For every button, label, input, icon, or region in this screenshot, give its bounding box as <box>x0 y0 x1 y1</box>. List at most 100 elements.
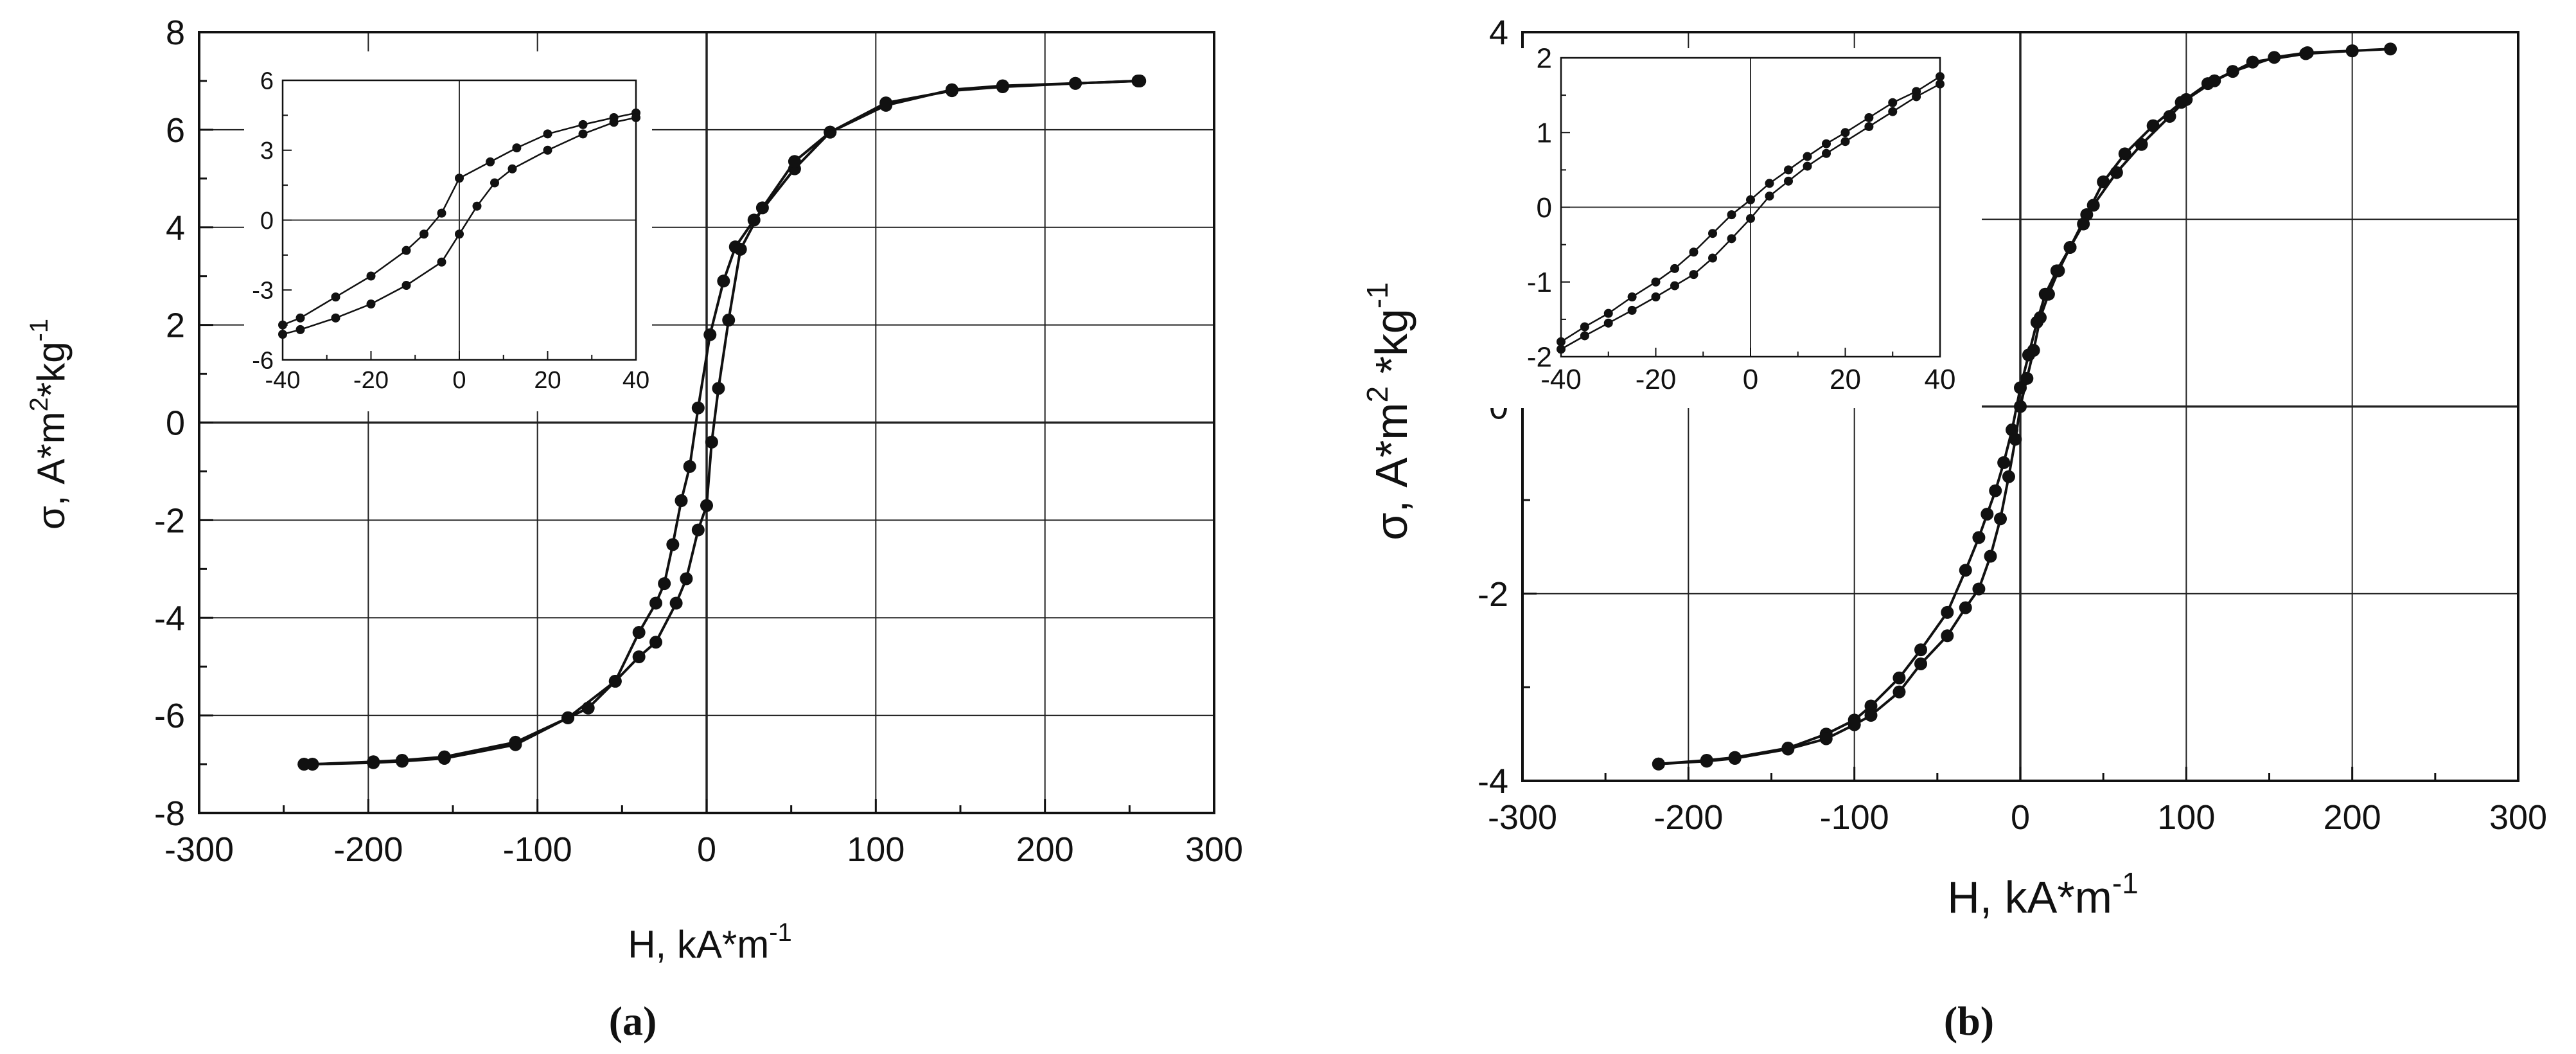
data-point <box>2246 55 2259 69</box>
inset-data-point <box>1627 305 1637 315</box>
y-tick-label: -2 <box>154 501 185 540</box>
inset-data-point <box>401 281 411 290</box>
chart-a-series <box>297 74 1147 771</box>
inset-data-point <box>419 229 428 239</box>
inset-data-point <box>1689 247 1698 257</box>
data-point <box>396 755 409 768</box>
x-tick-label: -200 <box>1654 798 1723 837</box>
inset-data-point <box>366 299 376 308</box>
data-point <box>1972 531 1986 544</box>
chart-a-ylabel-text: σ, A*m <box>30 411 73 530</box>
data-point <box>2163 110 2176 123</box>
chart-a-xlabel-text: H, kA*m <box>628 923 769 966</box>
x-tick-label: 200 <box>1016 830 1074 869</box>
x-tick-label: -100 <box>503 830 572 869</box>
inset-data-point <box>366 271 376 281</box>
inset-y-tick-label: 0 <box>1537 192 1552 224</box>
inset-data-point <box>1627 292 1637 301</box>
data-point <box>788 155 801 168</box>
chart-b-ylabel-exp1: 2 <box>1361 386 1394 403</box>
data-point <box>2135 138 2148 151</box>
data-point <box>722 314 736 327</box>
inset-data-point <box>1784 176 1793 186</box>
inset-data-point <box>1803 152 1812 161</box>
chart-a-ylabel-mid: *kg <box>30 341 73 397</box>
data-point <box>824 125 837 139</box>
y-tick-label: -4 <box>154 599 185 638</box>
inset-data-point <box>1557 344 1566 354</box>
inset-data-point <box>1580 322 1589 332</box>
inset-series-line-ascending <box>282 116 637 335</box>
chart-b-ylabel-exp2: -1 <box>1361 282 1394 308</box>
inset-data-point <box>1765 192 1774 201</box>
data-point <box>700 499 713 512</box>
data-point <box>632 650 646 663</box>
data-point <box>683 460 696 473</box>
inset-x-tick-label: 0 <box>1743 364 1758 395</box>
x-tick-label: 300 <box>2489 798 2547 837</box>
x-tick-label: -100 <box>1820 798 1889 837</box>
inset-y-tick-label: -3 <box>252 278 274 305</box>
inset-data-point <box>296 313 305 323</box>
inset-data-point <box>1727 234 1736 244</box>
inset-x-tick-label: 0 <box>452 367 466 394</box>
inset-data-point <box>1765 179 1774 188</box>
inset-data-point <box>1746 195 1755 204</box>
chart-a-xlabel-exp: -1 <box>769 918 792 947</box>
data-point <box>2063 240 2077 254</box>
chart-b-ylabel: σ, A*m2 *kg-1 <box>1361 282 1416 540</box>
data-point <box>608 674 622 688</box>
data-point <box>2299 47 2313 60</box>
x-tick-label: 100 <box>2157 798 2215 837</box>
inset-data-point <box>1670 281 1679 290</box>
data-point <box>2020 371 2034 385</box>
inset-series-line-descending <box>282 112 637 326</box>
data-point <box>1941 629 1954 643</box>
chart-b-series <box>1652 42 2397 771</box>
chart-b-xlabel-text: H, kA*m <box>1947 872 2112 922</box>
y-tick-label: 0 <box>166 404 185 443</box>
chart-b-inset: -40 -20 0 20 40 -2 -1 0 1 2 <box>1474 42 1982 408</box>
inset-data-point <box>1784 165 1793 175</box>
data-point <box>1069 76 1082 90</box>
inset-data-point <box>1580 331 1589 341</box>
inset-y-tick-label: 2 <box>1537 42 1552 74</box>
inset-data-point <box>455 174 464 183</box>
data-point <box>2180 93 2193 106</box>
inset-x-tick-label: 40 <box>622 367 649 394</box>
inset-data-point <box>1689 270 1698 280</box>
data-point <box>1848 718 1861 731</box>
inset-data-point <box>437 257 446 267</box>
data-point <box>1959 564 1972 577</box>
inset-data-point <box>1727 210 1736 220</box>
inset-x-tick-label: 20 <box>534 367 561 394</box>
y-tick-label: 8 <box>166 13 185 52</box>
inset-x-tick-label: -40 <box>1540 364 1582 395</box>
data-point <box>1133 74 1147 87</box>
inset-data-point <box>631 113 640 122</box>
chart-a-ylabel-exp2: -1 <box>25 319 53 342</box>
inset-data-point <box>609 118 619 127</box>
x-tick-label: 100 <box>847 830 904 869</box>
x-tick-label: -300 <box>1488 798 1557 837</box>
inset-data-point <box>1708 253 1717 263</box>
data-point <box>367 756 380 769</box>
data-point <box>703 328 717 341</box>
inset-data-point <box>455 229 464 239</box>
inset-data-point <box>1840 137 1850 147</box>
inset-y-tick-label: 1 <box>1537 118 1552 149</box>
data-point <box>2384 42 2397 56</box>
data-point <box>680 572 693 585</box>
inset-data-point <box>1888 98 1898 107</box>
data-point <box>632 626 646 639</box>
data-point <box>2002 470 2015 483</box>
data-point <box>2034 311 2047 325</box>
inset-data-point <box>1651 292 1661 301</box>
inset-data-point <box>1864 121 1874 131</box>
inset-data-point <box>1746 213 1755 223</box>
data-point <box>2009 433 2022 446</box>
data-point <box>2208 74 2221 87</box>
data-point <box>437 751 451 765</box>
